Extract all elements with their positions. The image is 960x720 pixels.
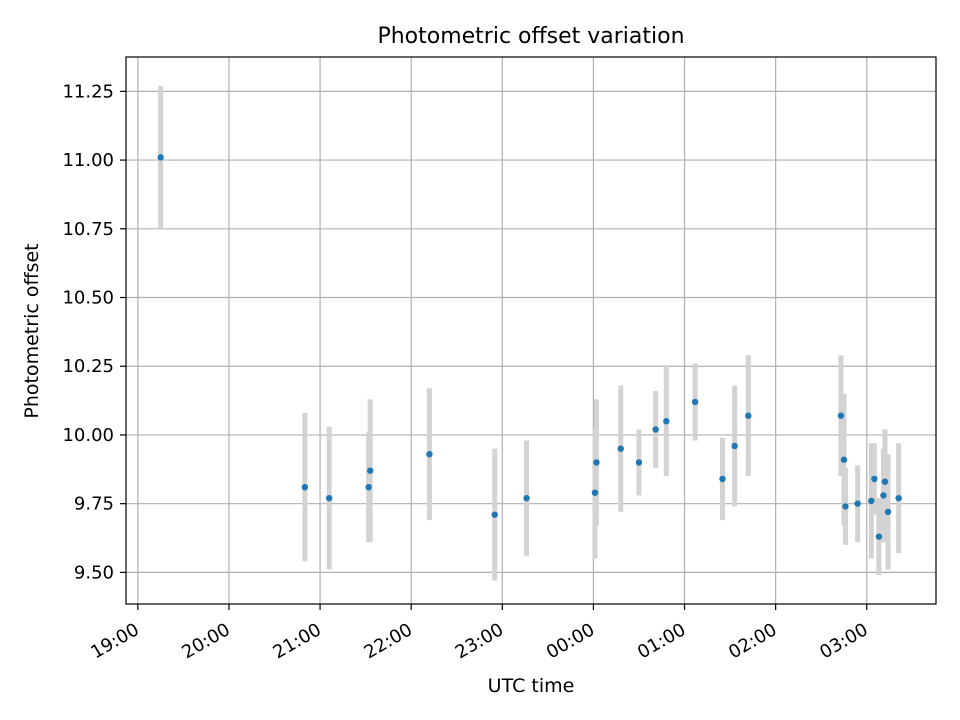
- data-point: [301, 483, 309, 491]
- data-point: [731, 442, 738, 450]
- data-point: [325, 494, 333, 502]
- data-point: [663, 418, 670, 425]
- data-point: [366, 467, 374, 474]
- data-point: [691, 398, 699, 406]
- y-tick-label: 10.75: [62, 219, 114, 240]
- data-point: [593, 459, 600, 466]
- data-point: [871, 475, 878, 483]
- y-tick-label: 11.00: [62, 150, 114, 171]
- data-points: [157, 154, 902, 540]
- y-tick-label: 10.25: [62, 356, 114, 377]
- y-tick-label: 11.25: [62, 81, 114, 102]
- data-point: [842, 503, 849, 510]
- data-point: [837, 412, 845, 419]
- data-point: [635, 459, 643, 466]
- data-point: [875, 533, 883, 540]
- y-tick-label: 10.50: [62, 288, 114, 309]
- data-point: [157, 154, 164, 161]
- y-axis-label: Photometric offset: [21, 243, 43, 418]
- data-point: [895, 494, 902, 502]
- data-point: [652, 426, 659, 433]
- grid-lines: [126, 57, 936, 604]
- data-point: [881, 478, 889, 485]
- data-point: [868, 497, 875, 505]
- data-point: [880, 492, 887, 499]
- data-point: [884, 508, 892, 516]
- y-axis-ticks: 9.50 9.75 10.00 10.25 10.50 10.75 11.00 11.25: [62, 81, 126, 583]
- data-point: [840, 456, 848, 463]
- y-tick-label: 9.75: [74, 494, 114, 515]
- data-point: [617, 445, 624, 452]
- data-point: [365, 483, 372, 491]
- y-tick-label: 9.50: [74, 562, 114, 583]
- data-point: [491, 511, 498, 518]
- data-point: [719, 475, 726, 483]
- y-tick-label: 10.00: [62, 425, 114, 446]
- data-point: [591, 489, 599, 496]
- data-point: [523, 494, 530, 502]
- data-point: [854, 500, 861, 507]
- data-point: [426, 450, 433, 458]
- data-point: [745, 412, 752, 419]
- x-axis-label: UTC time: [488, 675, 575, 697]
- plot-area-frame: [125, 56, 937, 605]
- chart-title: Photometric offset variation: [377, 24, 684, 49]
